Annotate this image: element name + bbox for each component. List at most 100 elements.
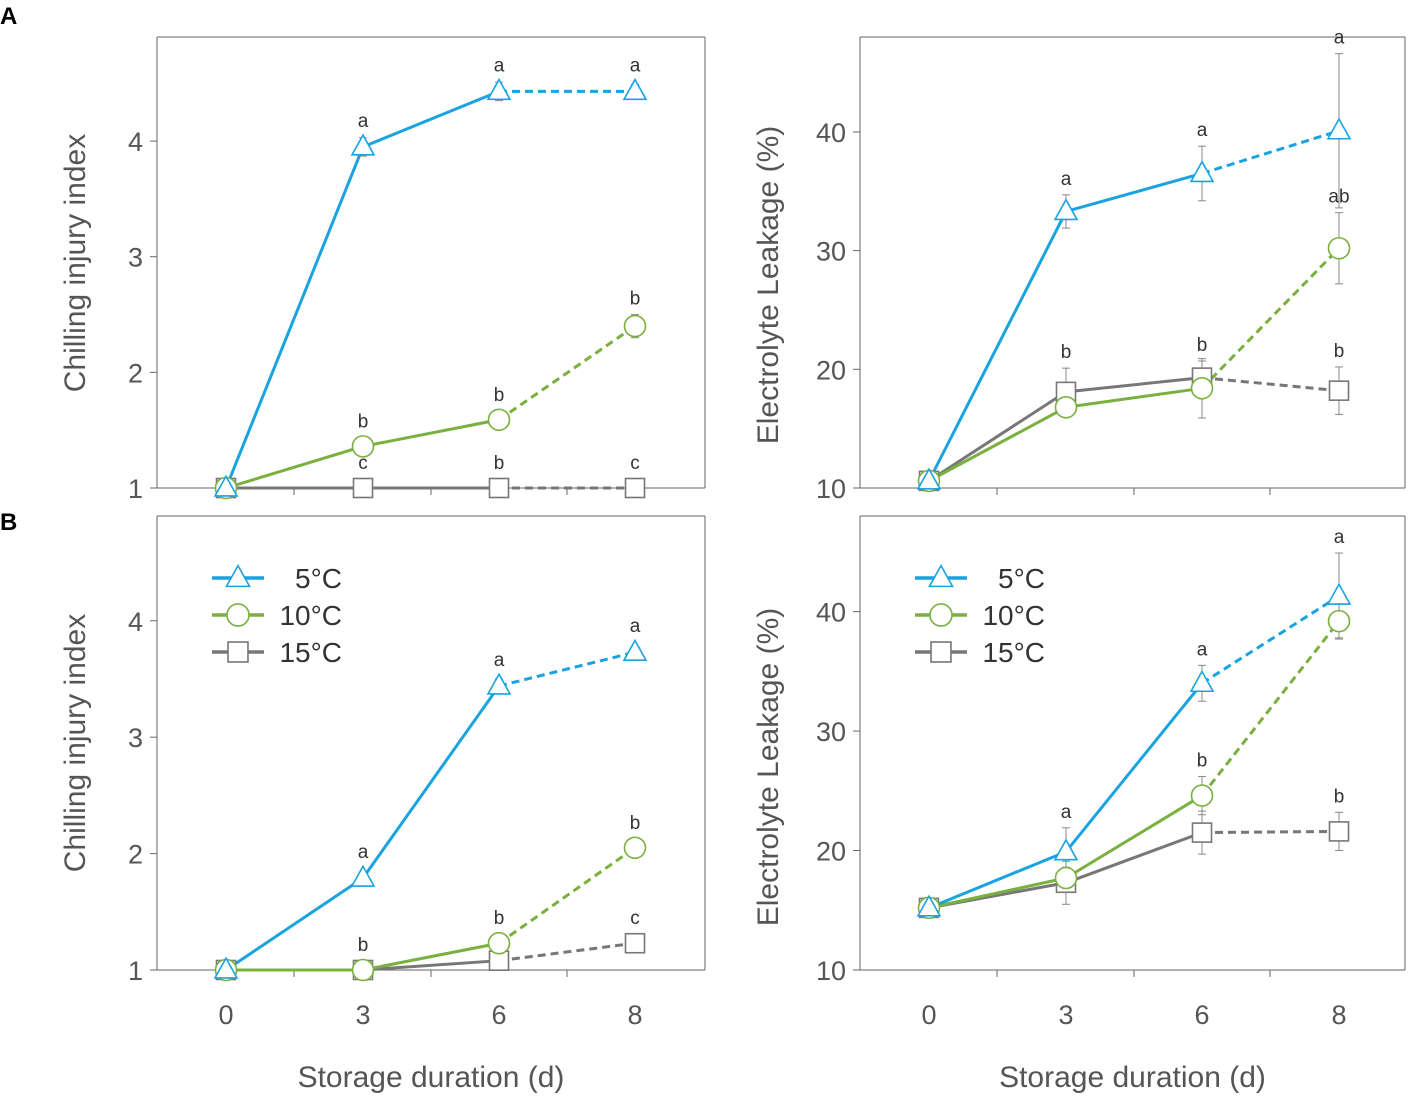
square-marker (624, 477, 646, 499)
legend-label: 5°C (998, 563, 1045, 594)
significance-label: a (1334, 527, 1345, 548)
significance-label: a (630, 616, 641, 637)
markers-5C (213, 77, 648, 497)
series-10C (928, 212, 1343, 483)
significance-label: c (630, 453, 640, 474)
circle-marker (226, 603, 250, 627)
significance-label: a (1061, 169, 1072, 190)
significance-label: a (1334, 28, 1345, 49)
square-marker (624, 932, 646, 954)
circle-marker (351, 435, 375, 458)
significance-label: b (1197, 750, 1208, 771)
square-marker (488, 477, 510, 499)
triangle-marker (213, 956, 239, 979)
y-tick-label: 30 (816, 717, 846, 747)
series-line-segment (1065, 172, 1203, 213)
circle-marker (1327, 609, 1351, 633)
triangle-marker (622, 77, 648, 101)
circle-marker (1054, 395, 1078, 419)
significance-label: b (1334, 341, 1345, 362)
series-line-segment (498, 846, 636, 945)
circle-marker (487, 931, 511, 955)
significance-label: a (1197, 639, 1208, 660)
y-tick-label: 3 (128, 243, 143, 273)
y-axis-label: Electrolyte Leakage (%) (752, 126, 785, 445)
significance-label: b (494, 908, 505, 929)
y-tick-label: 10 (816, 474, 846, 504)
significance-label: b (358, 411, 369, 432)
series-line-segment (1065, 831, 1203, 885)
legend-label: 10°C (279, 600, 342, 631)
x-tick-label: 3 (1058, 1000, 1073, 1030)
triangle-marker (1053, 198, 1079, 221)
series-line-segment (362, 959, 500, 972)
panel-3: B 1 2 3 4 0 3 6 8 Storage duration (d) Chilling in… (0, 509, 706, 1094)
markers-5C (916, 117, 1352, 490)
significance-label: a (358, 111, 369, 132)
y-tick-label: 30 (816, 237, 846, 267)
circle-marker (351, 958, 375, 982)
series-line-segment (361, 685, 501, 879)
x-tick-label: 0 (218, 1000, 233, 1030)
triangle-marker (1053, 838, 1079, 861)
series-line-segment (498, 941, 636, 963)
significance-label: c (630, 908, 640, 929)
triangle-marker (1189, 160, 1215, 183)
y-tick-label: 20 (816, 837, 846, 867)
series-line-segment (1064, 682, 1204, 853)
series-line-segment (362, 418, 500, 448)
circle-marker (623, 314, 647, 338)
series-line-segment (928, 405, 1067, 483)
significance-label: b (630, 289, 641, 310)
square-marker (1328, 821, 1350, 842)
x-axis-label: Storage duration (d) (999, 1061, 1266, 1094)
legend: 5°C 10°C 15°C (212, 563, 342, 668)
y-tick-label: 3 (128, 723, 143, 753)
series-line-segment (1201, 376, 1340, 393)
legend-label: 15°C (982, 637, 1045, 668)
triangle-marker (486, 77, 512, 101)
significance-label: b (494, 385, 505, 406)
series-15C (928, 810, 1343, 910)
markers-10C (214, 836, 647, 982)
x-tick-label: 8 (1331, 1000, 1346, 1030)
triangle-marker (916, 467, 942, 490)
series-line-segment (225, 444, 364, 490)
significance-label: a (494, 55, 505, 76)
triangle-marker (622, 638, 648, 661)
triangle-marker (1326, 117, 1352, 140)
series-line-segment (1200, 247, 1341, 390)
y-tick-label: 4 (128, 607, 143, 637)
significance-label: b (630, 813, 641, 834)
series-10C (225, 314, 639, 490)
triangle-marker (225, 563, 251, 588)
x-tick-label: 3 (355, 1000, 370, 1030)
series-5C (928, 552, 1343, 910)
series-line-segment (928, 850, 1067, 910)
legend-label: 15°C (279, 637, 342, 668)
square-marker (930, 641, 952, 663)
legend: 5°C 10°C 15°C (915, 563, 1045, 668)
square-marker (352, 477, 374, 499)
series-line-segment (1065, 794, 1203, 880)
series-5C (225, 645, 639, 972)
significance-label: a (494, 650, 505, 671)
series-line-segment (1200, 620, 1341, 797)
series-line-segment (928, 390, 1067, 483)
series-line-segment (1201, 594, 1340, 685)
series-line-segment (362, 941, 500, 972)
x-tick-label: 0 (921, 1000, 936, 1030)
significance-label: c (358, 453, 368, 474)
y-tick-label: 40 (816, 598, 846, 628)
legend-label: 5°C (295, 563, 342, 594)
circle-marker (1190, 784, 1214, 807)
x-tick-label: 8 (627, 1000, 642, 1030)
significance-label: a (358, 842, 369, 863)
y-tick-label: 10 (816, 956, 846, 986)
y-tick-label: 4 (128, 127, 143, 157)
panel-letter: B (0, 509, 17, 536)
triangle-marker (350, 133, 376, 156)
square-marker (1191, 822, 1213, 843)
